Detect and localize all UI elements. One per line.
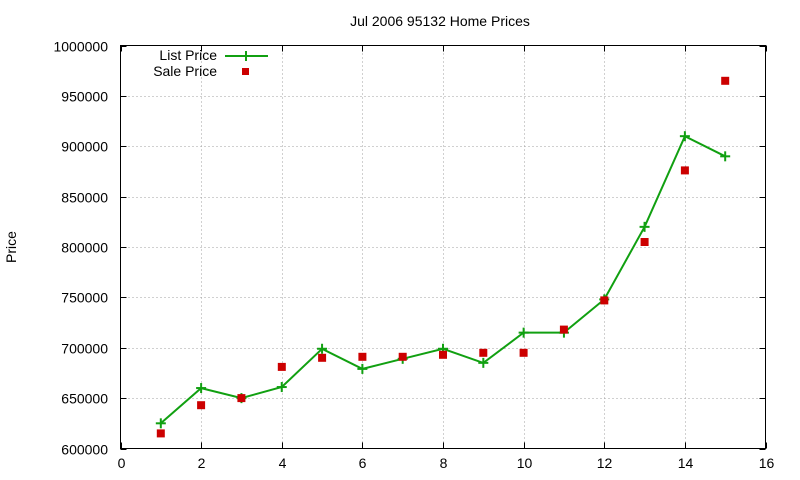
list-price-line <box>160 134 726 425</box>
y-tick-label: 900000 <box>61 139 108 155</box>
plot-area <box>155 76 731 438</box>
sale-price-point <box>318 353 327 362</box>
list-price-point <box>639 221 650 232</box>
list-price-point <box>276 382 287 393</box>
list-price-point <box>679 131 690 142</box>
axis-ticks: 600000 650000 700000 750000 800000 850000 9000… <box>53 39 774 472</box>
x-tick-label: 12 <box>597 455 613 471</box>
list-price-point <box>317 343 328 354</box>
sale-price-point <box>479 348 488 357</box>
y-axis-label: Price <box>3 231 19 263</box>
list-price-point <box>196 383 207 394</box>
sale-price-point <box>640 238 649 246</box>
grid-lines <box>120 45 766 449</box>
sale-price-point <box>721 76 730 85</box>
list-price-point <box>518 327 529 338</box>
sale-price-point <box>277 362 286 371</box>
y-tick-label: 700000 <box>61 341 108 357</box>
list-price-point <box>720 151 731 162</box>
list-price-point <box>357 363 368 374</box>
sale-price-point <box>156 429 165 438</box>
x-tick-label: 14 <box>678 455 694 471</box>
y-tick-label: 650000 <box>61 391 108 407</box>
sale-price-point <box>398 352 407 361</box>
legend-plus-glyph <box>241 51 251 61</box>
list-price-point <box>478 357 489 368</box>
sale-price-point <box>600 296 609 305</box>
legend-plus-list-price <box>241 51 251 61</box>
y-tick-label: 850000 <box>61 190 108 206</box>
legend: List Price Sale Price <box>153 47 268 79</box>
sale-price-point <box>519 348 528 357</box>
x-tick-label: 10 <box>517 455 533 471</box>
sale-price-point <box>197 401 206 410</box>
legend-marker-sale-price <box>242 68 249 75</box>
plot-frame <box>120 45 766 449</box>
sale-price-point <box>439 350 447 359</box>
sale-price-point <box>559 325 568 334</box>
sale-price-point <box>358 352 367 361</box>
y-tick-label: 750000 <box>61 290 108 306</box>
y-tick-label: 600000 <box>61 442 108 458</box>
sale-price-point <box>680 166 689 175</box>
x-tick-label: 2 <box>198 455 206 471</box>
chart-title: Jul 2006 95132 Home Prices <box>350 13 530 29</box>
y-tick-label: 950000 <box>61 89 108 105</box>
y-tick-label: 800000 <box>61 240 108 256</box>
legend-label-sale-price: Sale Price <box>153 63 217 79</box>
list-price-point <box>155 418 166 429</box>
x-tick-label: 8 <box>440 455 448 471</box>
x-tick-label: 4 <box>279 455 287 471</box>
x-tick-label: 6 <box>359 455 367 471</box>
sale-price-point <box>237 394 246 403</box>
x-tick-label: 0 <box>118 455 126 471</box>
x-tick-label: 16 <box>759 455 775 471</box>
y-tick-label: 1000000 <box>53 39 108 55</box>
legend-label-list-price: List Price <box>159 47 217 63</box>
